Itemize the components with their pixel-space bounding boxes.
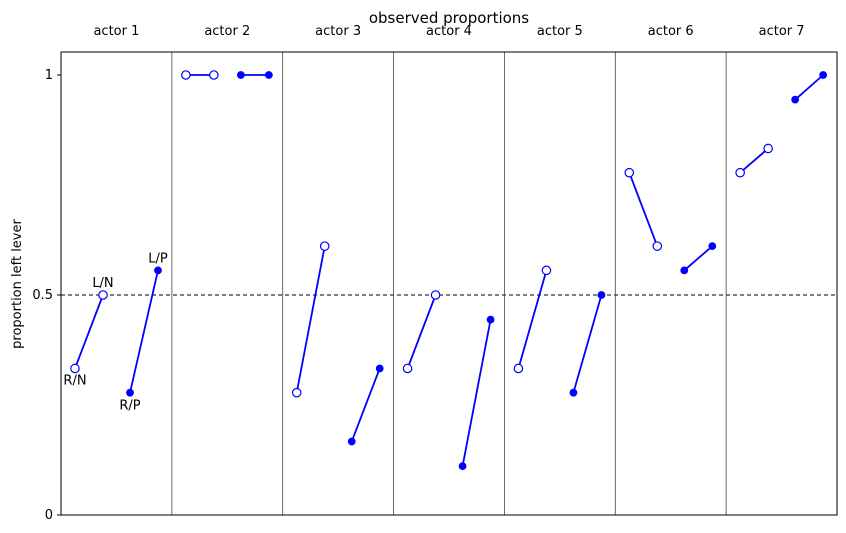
filled-point	[819, 71, 828, 79]
series-line	[628, 172, 659, 247]
y-axis-label: proportion left lever	[10, 219, 25, 349]
filled-point	[597, 291, 606, 299]
y-tick-label: 0	[45, 508, 53, 523]
open-point	[735, 167, 745, 178]
open-point	[181, 70, 191, 80]
series-line	[129, 270, 159, 393]
actor-label: actor 2	[204, 24, 250, 39]
series-line	[572, 294, 603, 393]
open-point	[291, 387, 302, 398]
filled-point	[569, 388, 578, 397]
filled-point	[791, 95, 800, 104]
series-line	[517, 270, 548, 369]
open-point	[98, 290, 108, 300]
series-line	[406, 294, 437, 369]
plot-area: 0 0.5 1 actor 1 R/N L/N R/P L/P actor 2 actor 3 ac…	[32, 24, 837, 523]
actor-label: actor 4	[426, 24, 472, 39]
filled-point	[375, 364, 384, 373]
actor-label: actor 7	[759, 24, 805, 39]
y-tick-label: 0.5	[32, 288, 53, 303]
filled-point	[154, 266, 162, 275]
actor-label: actor 5	[537, 24, 583, 39]
filled-point	[486, 315, 495, 324]
actor-label: actor 6	[648, 24, 694, 39]
open-point	[430, 290, 441, 300]
open-point	[402, 363, 413, 374]
open-point	[763, 143, 773, 154]
series-line	[74, 294, 104, 369]
chart-title: observed proportions	[369, 9, 529, 27]
treatment-label: R/P	[119, 399, 140, 414]
series-line	[794, 74, 824, 101]
treatment-label: R/N	[63, 373, 86, 388]
open-point	[541, 265, 552, 276]
treatment-label: L/P	[148, 251, 168, 266]
series-line	[739, 147, 769, 174]
filled-point	[236, 71, 245, 79]
filled-point	[680, 266, 689, 275]
plot-frame	[60, 51, 838, 516]
open-point	[209, 70, 219, 80]
filled-point	[126, 388, 134, 397]
open-point	[70, 363, 80, 374]
actor-label: actor 3	[315, 24, 361, 39]
open-point	[513, 363, 524, 374]
filled-point	[264, 71, 273, 79]
series-line	[461, 319, 492, 467]
filled-point	[347, 437, 356, 446]
y-tick-label: 1	[45, 68, 53, 83]
open-point	[624, 167, 635, 178]
series-line	[350, 368, 381, 442]
series-line	[683, 245, 713, 272]
filled-point	[708, 242, 717, 251]
treatment-label: L/N	[92, 276, 113, 291]
open-point	[652, 241, 663, 251]
filled-point	[458, 462, 467, 471]
open-point	[319, 241, 330, 251]
series-line	[295, 245, 326, 393]
actor-label: actor 1	[93, 24, 139, 39]
